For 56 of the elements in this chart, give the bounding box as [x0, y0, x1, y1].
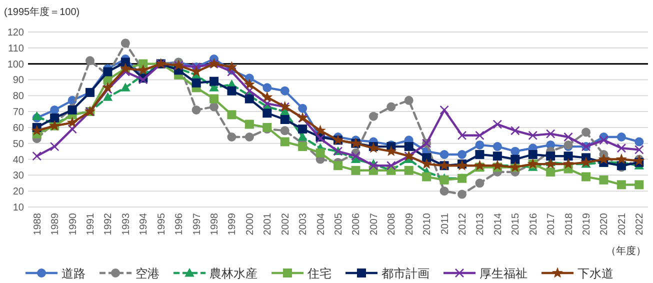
x-tick-label: 2012: [458, 212, 468, 236]
x-tick-label: 1999: [227, 212, 238, 236]
x-tick-label: 1994: [138, 212, 150, 236]
x-tick-label: 1992: [103, 212, 114, 236]
x-tick-label: 2021: [616, 212, 628, 236]
y-tick-label: 120: [7, 28, 24, 38]
x-tick-label: 2022: [634, 212, 646, 236]
y-tick-label: 50: [12, 138, 24, 150]
x-tick-label: 2013: [475, 212, 486, 236]
x-tick-label: 2001: [262, 212, 274, 236]
legend-label: 農林水産: [210, 266, 258, 280]
x-tick-label: 1989: [50, 212, 62, 236]
x-tick-label: 2010: [422, 212, 434, 236]
x-tick-label: 1995: [156, 212, 168, 236]
x-tick-label: 1998: [210, 212, 220, 236]
legend-label: 道路: [62, 266, 86, 280]
y-tick-label: 100: [7, 59, 24, 70]
x-tick-label: 1993: [120, 212, 132, 236]
y-tick-label: 30: [12, 170, 24, 182]
y-tick-label: 20: [12, 186, 24, 198]
x-tick-label: 1996: [174, 212, 186, 236]
x-tick-label: 2004: [316, 212, 327, 236]
x-tick-label: 1988: [32, 212, 44, 236]
x-tick-label: 1997: [192, 212, 203, 236]
y-tick-label: 80: [12, 91, 24, 102]
legend-label: 厚生福祉: [480, 266, 528, 280]
x-tick-label: 2019: [582, 212, 592, 236]
y-tick-label: 10: [12, 202, 24, 214]
x-tick-label: 2003: [298, 212, 310, 236]
x-tick-label: 2000: [244, 212, 256, 236]
x-tick-label: 2014: [492, 212, 504, 236]
x-tick-label: 2011: [440, 212, 451, 235]
legend-label: 都市計画: [382, 266, 430, 280]
x-tick-label: 2017: [546, 212, 558, 236]
legend-label: 空港: [136, 266, 160, 280]
x-tick-label: 2005: [334, 212, 344, 236]
legend-label: 下水道: [578, 266, 614, 280]
x-tick-label: 2009: [404, 212, 416, 236]
x-tick-label: 2015: [510, 212, 522, 236]
x-tick-label: 2008: [386, 212, 398, 236]
text: （年度）: [606, 245, 646, 257]
y-tick-label: 40: [12, 154, 24, 166]
x-tick-label: 2016: [528, 212, 540, 236]
x-tick-label: 2018: [564, 212, 575, 236]
x-tick-label: 1991: [86, 212, 96, 236]
x-tick-label: 2002: [280, 212, 292, 236]
y-tick-label: 110: [8, 43, 24, 54]
y-tick-label: 70: [12, 107, 24, 118]
x-tick-label: 2007: [368, 212, 380, 236]
x-tick-label: 1990: [68, 212, 79, 236]
x-tick-label: 2006: [351, 212, 362, 236]
legend-label: 住宅: [306, 266, 332, 280]
x-tick-label: 2020: [599, 212, 610, 236]
chart-title: (1995年度＝100): [4, 6, 80, 18]
y-tick-label: 90: [12, 75, 24, 86]
y-tick-label: 60: [12, 122, 24, 134]
